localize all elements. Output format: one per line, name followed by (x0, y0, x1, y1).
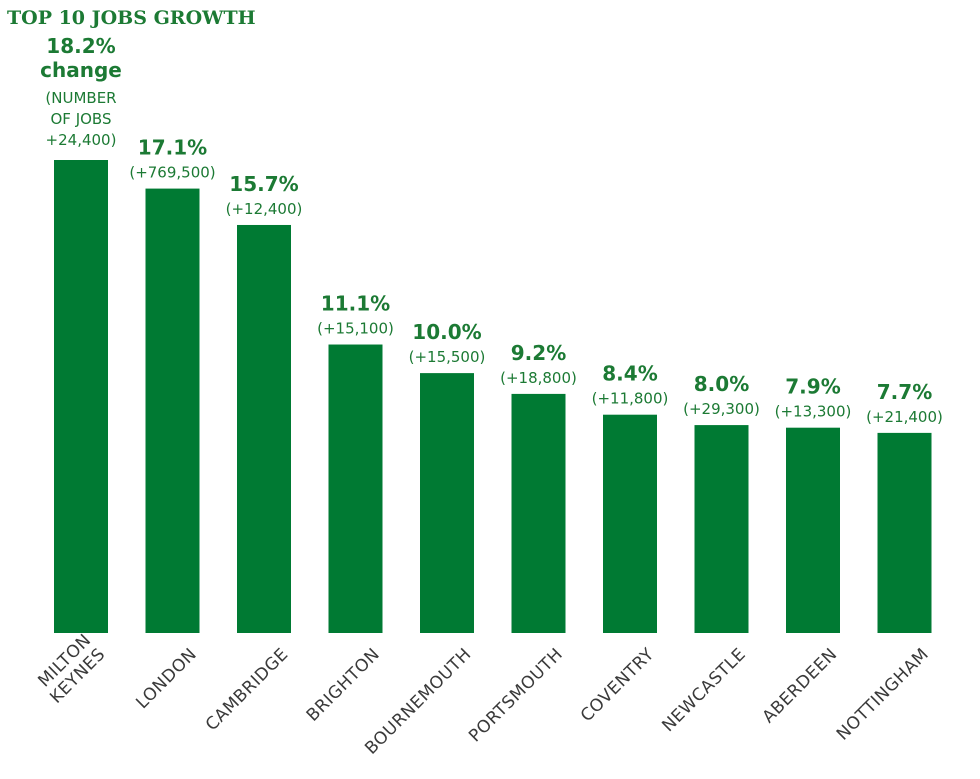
category-label-2: LONDON (132, 644, 201, 713)
bar-4 (328, 344, 383, 633)
tick-label: BRIGHTON (303, 644, 384, 725)
job-change-label: (+769,500) (129, 164, 215, 182)
job-change-label: (+15,500) (409, 348, 486, 366)
value-label: 11.1% (321, 292, 390, 316)
category-label-9: ABERDEEN (759, 644, 842, 727)
value-label: 7.9% (785, 375, 840, 399)
category-label-10: NOTTINGHAM (833, 644, 933, 744)
bar-6 (511, 393, 566, 633)
value-label: 9.2% (511, 341, 566, 365)
job-change-label: (NUMBER (45, 89, 116, 107)
bar-3 (237, 224, 291, 633)
tick-label: LONDON (132, 644, 201, 713)
value-label: 8.0% (694, 372, 749, 396)
bar-5 (420, 373, 474, 633)
bar-1 (54, 160, 108, 633)
tick-label: NEWCASTLE (658, 644, 750, 736)
value-label: 7.7% (877, 380, 932, 404)
job-change-label: (+18,800) (500, 369, 577, 387)
bar-8 (694, 425, 749, 633)
tick-label: NOTTINGHAM (833, 644, 933, 744)
bars-group (54, 160, 932, 634)
category-label-7: COVENTRY (577, 644, 659, 726)
job-change-label: OF JOBS (51, 110, 112, 128)
value-label: 10.0% (412, 320, 481, 344)
job-change-label: (+29,300) (683, 400, 760, 418)
tick-label: ABERDEEN (759, 644, 842, 727)
bar-10 (877, 432, 932, 633)
tick-label: PORTSMOUTH (465, 644, 567, 746)
value-label-extra: change (40, 58, 122, 82)
value-label: 8.4% (602, 362, 657, 386)
value-label: 15.7% (229, 172, 298, 196)
job-change-label: (+11,800) (592, 390, 669, 408)
category-label-4: BRIGHTON (303, 644, 384, 725)
category-label-6: PORTSMOUTH (465, 644, 567, 746)
job-change-label: +24,400) (46, 131, 117, 149)
bar-2 (145, 188, 200, 634)
tick-label: CAMBRIDGE (202, 644, 293, 735)
chart-title: TOP 10 JOBS GROWTH (7, 7, 256, 29)
category-label-8: NEWCASTLE (658, 644, 750, 736)
bar-9 (786, 427, 840, 633)
job-change-label: (+12,400) (226, 200, 303, 218)
job-change-label: (+21,400) (866, 408, 943, 426)
job-change-label: (+15,100) (317, 320, 394, 338)
value-labels-group: 18.2%change (NUMBER OF JOBS +24,400) 17.1% (+… (40, 34, 943, 426)
job-change-label: (+13,300) (775, 403, 852, 421)
bar-7 (603, 414, 657, 633)
value-label: 17.1% (138, 136, 207, 160)
tick-label: COVENTRY (577, 644, 659, 726)
category-label-3: CAMBRIDGE (202, 644, 293, 735)
value-label: 18.2% (46, 34, 115, 58)
